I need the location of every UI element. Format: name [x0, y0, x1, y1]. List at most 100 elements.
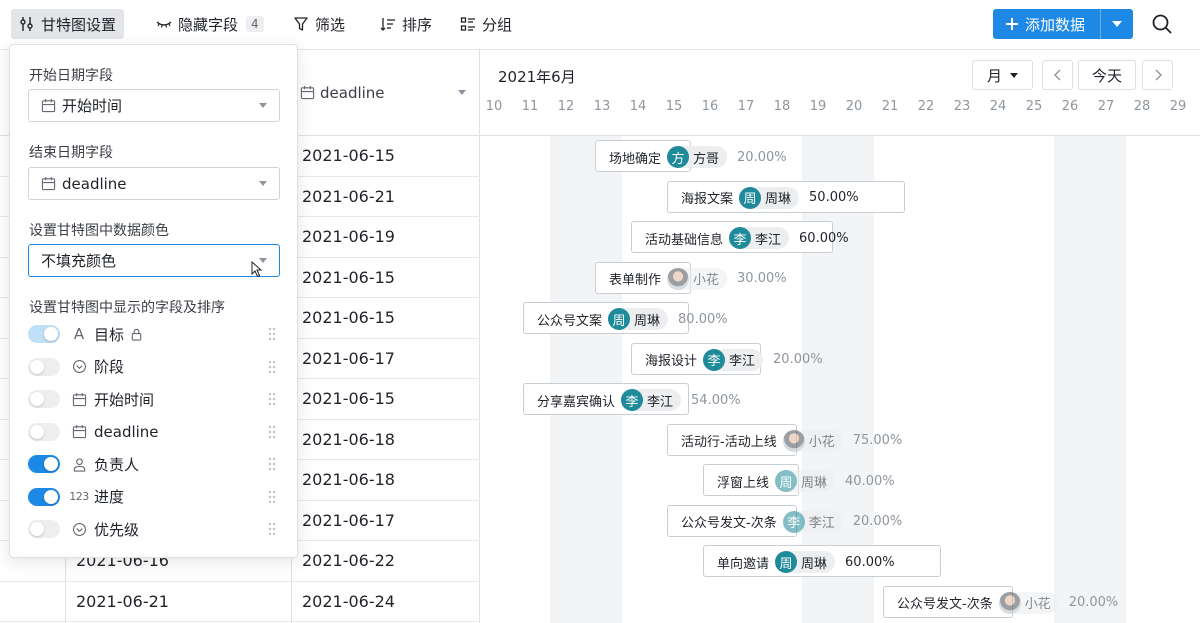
- avatar-photo: [782, 429, 805, 452]
- deadline-cell[interactable]: 2021-06-17: [302, 348, 395, 368]
- assignee-chip: 周周琳: [739, 186, 800, 209]
- group-button[interactable]: 分组: [452, 9, 520, 39]
- field-row[interactable]: deadline: [28, 416, 280, 448]
- deadline-cell[interactable]: 2021-06-17: [302, 510, 395, 530]
- field-visibility-toggle[interactable]: [28, 390, 60, 408]
- field-visibility-toggle[interactable]: [28, 520, 60, 538]
- gantt-bar-content[interactable]: 场地确定方方哥 20.00%: [609, 141, 787, 173]
- assignee-name: 李江: [729, 354, 756, 369]
- assignee-chip: 小花: [782, 429, 843, 452]
- drag-handle-icon[interactable]: [268, 490, 276, 504]
- assignee-name: 周琳: [801, 556, 828, 572]
- field-visibility-toggle[interactable]: [28, 422, 60, 441]
- deadline-cell[interactable]: 2021-06-19: [302, 227, 395, 247]
- field-row[interactable]: A 目标: [28, 318, 280, 350]
- field-visibility-toggle[interactable]: [28, 487, 60, 506]
- day-label: 25: [1025, 99, 1043, 114]
- gantt-bar-content[interactable]: 公众号文案周周琳 80.00%: [537, 303, 728, 335]
- view-mode-label: 月: [986, 66, 1002, 85]
- assignee-name: 李江: [808, 516, 835, 531]
- add-data-dropdown[interactable]: [1101, 21, 1133, 27]
- field-visibility-toggle[interactable]: [28, 357, 60, 376]
- gantt-bar-content[interactable]: 单向邀请周周琳 60.00%: [717, 546, 895, 578]
- table-row[interactable]: 2021-06-21 2021-06-24: [0, 582, 480, 622]
- drag-handle-icon[interactable]: [268, 522, 276, 536]
- deadline-cell[interactable]: 2021-06-15: [302, 308, 395, 328]
- deadline-cell[interactable]: 2021-06-15: [302, 146, 395, 166]
- deadline-cell[interactable]: 2021-06-18: [302, 429, 395, 449]
- day-label: 15: [665, 99, 683, 114]
- task-title: 活动基础信息: [645, 232, 724, 248]
- deadline-cell[interactable]: 2021-06-15: [302, 389, 395, 409]
- start-date-cell[interactable]: 2021-06-21: [76, 591, 169, 611]
- field-name: 目标: [94, 325, 125, 344]
- end-date-field-label: 结束日期字段: [29, 145, 113, 161]
- gantt-bar-content[interactable]: 表单制作 小花 30.00%: [609, 263, 787, 295]
- column-menu-icon[interactable]: [458, 90, 466, 95]
- next-button[interactable]: [1142, 60, 1173, 90]
- avatar: 周: [775, 470, 798, 492]
- end-date-field-select[interactable]: deadline: [28, 167, 280, 200]
- day-label: 28: [1133, 99, 1151, 114]
- assignee-name: 周琳: [801, 475, 828, 491]
- gantt-bar-content[interactable]: 公众号发文-次条 小花 20.00%: [897, 587, 1118, 619]
- deadline-column-header[interactable]: deadline: [292, 50, 480, 136]
- deadline-cell[interactable]: 2021-06-15: [302, 267, 395, 287]
- field-row[interactable]: 开始时间: [28, 383, 280, 415]
- sort-button[interactable]: 排序: [372, 9, 440, 39]
- deadline-cell[interactable]: 2021-06-24: [302, 591, 395, 611]
- deadline-cell[interactable]: 2021-06-18: [302, 470, 395, 490]
- data-color-select[interactable]: 不填充颜色: [28, 244, 280, 278]
- day-label: 10: [485, 99, 503, 114]
- add-data-button[interactable]: 添加数据: [993, 9, 1133, 39]
- gantt-bar-content[interactable]: 活动行-活动上线 小花 75.00%: [681, 425, 902, 457]
- calendar-icon: [41, 176, 56, 191]
- gantt-bar-content[interactable]: 活动基础信息李李江 60.00%: [645, 222, 849, 254]
- day-label: 20: [845, 99, 863, 114]
- day-label: 13: [593, 99, 611, 114]
- avatar: 周: [608, 308, 631, 330]
- gantt-bar[interactable]: [883, 585, 1013, 618]
- gantt-settings-button[interactable]: 甘特图设置: [11, 9, 125, 39]
- view-mode-select[interactable]: 月: [972, 60, 1033, 90]
- add-data-main[interactable]: 添加数据: [993, 9, 1101, 39]
- field-row[interactable]: 123 进度: [28, 481, 280, 513]
- gantt-bar-content[interactable]: 公众号发文-次条李李江 20.00%: [681, 506, 902, 538]
- search-icon[interactable]: [1150, 12, 1174, 36]
- mouse-cursor-icon: [251, 261, 263, 278]
- field-visibility-toggle[interactable]: [28, 455, 60, 473]
- day-label: 18: [773, 99, 791, 114]
- caret-down-icon: [259, 103, 267, 108]
- day-label: 26: [1061, 99, 1079, 114]
- drag-handle-icon[interactable]: [268, 457, 276, 471]
- drag-handle-icon[interactable]: [268, 425, 276, 439]
- caret-down-icon: [1010, 72, 1018, 78]
- chevron-right-icon: [1155, 69, 1162, 81]
- drag-handle-icon[interactable]: [268, 327, 276, 341]
- start-date-field-select[interactable]: 开始时间: [28, 89, 280, 122]
- drag-handle-icon[interactable]: [268, 392, 276, 406]
- gantt-bar[interactable]: [667, 423, 797, 456]
- avatar: 李: [729, 227, 752, 249]
- gantt-bar[interactable]: [667, 504, 797, 537]
- weekend-column: [1054, 136, 1126, 623]
- field-name: 优先级: [94, 520, 140, 539]
- deadline-cell[interactable]: 2021-06-22: [302, 551, 395, 571]
- deadline-cell[interactable]: 2021-06-21: [302, 186, 395, 206]
- gantt-bar-content[interactable]: 海报设计李李江 20.00%: [645, 344, 823, 376]
- field-row[interactable]: 阶段: [28, 351, 280, 383]
- hidden-fields-button[interactable]: 隐藏字段 4: [148, 9, 272, 39]
- drag-handle-icon[interactable]: [268, 360, 276, 374]
- gantt-bar-content[interactable]: 分享嘉宾确认李李江 54.00%: [537, 384, 741, 416]
- field-row[interactable]: 优先级: [28, 513, 280, 545]
- field-row[interactable]: 负责人: [28, 448, 280, 480]
- gantt-bar-content[interactable]: 浮窗上线周周琳 40.00%: [717, 465, 895, 497]
- assignee-chip: 李李江: [703, 348, 764, 371]
- day-label: 27: [1097, 99, 1115, 114]
- gantt-bar-content[interactable]: 海报文案周周琳 50.00%: [681, 182, 859, 214]
- filter-label: 筛选: [315, 15, 346, 34]
- today-button[interactable]: 今天: [1078, 60, 1136, 90]
- assignee-chip: 李李江: [729, 227, 790, 249]
- prev-button[interactable]: [1042, 60, 1073, 90]
- filter-button[interactable]: 筛选: [285, 9, 353, 39]
